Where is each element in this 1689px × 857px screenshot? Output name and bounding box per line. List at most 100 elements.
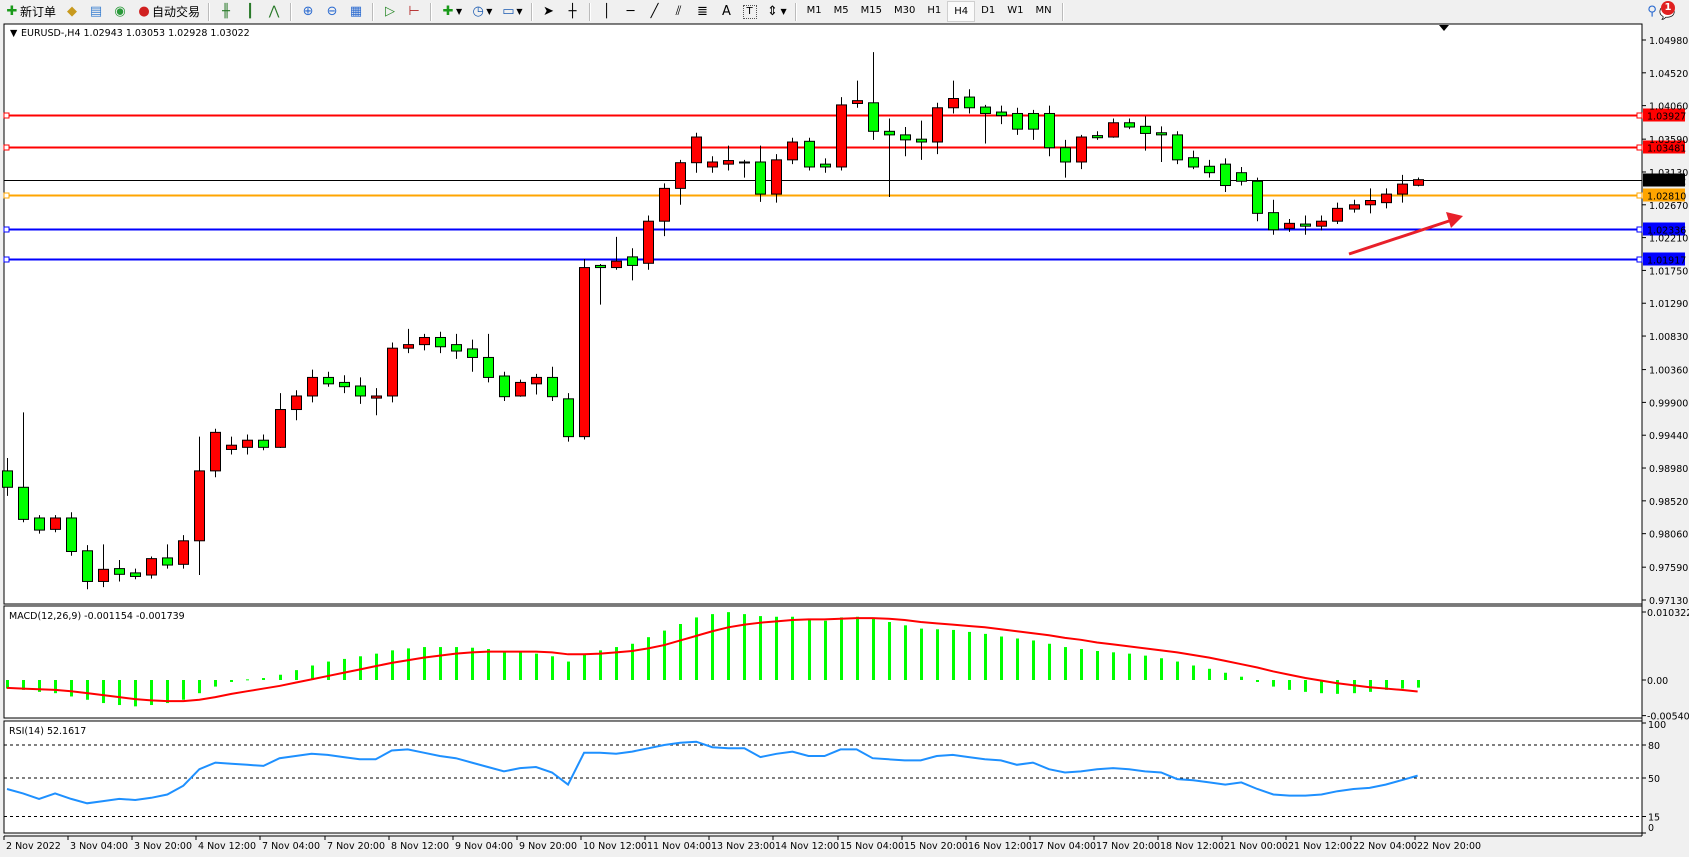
time-tick-label: 18 Nov 12:00 — [1160, 841, 1224, 852]
price-tick-label: 1.04520 — [1649, 69, 1688, 80]
bear-candle-body — [1220, 163, 1231, 187]
bar-chart-button[interactable]: ╫ — [215, 1, 237, 22]
horizontal-line-button[interactable]: ─ — [620, 1, 642, 22]
macd-histogram-bar — [1288, 680, 1291, 690]
candle — [18, 412, 29, 523]
macd-histogram-bar — [359, 656, 362, 680]
zoom-out-button[interactable]: ⊖ — [321, 1, 343, 22]
chart-shift-marker[interactable] — [1439, 25, 1449, 31]
macd-histogram-bar — [262, 678, 265, 680]
timeframe-d1[interactable]: D1 — [981, 5, 996, 16]
crosshair-button[interactable]: ┼ — [562, 1, 584, 22]
candle — [531, 373, 542, 395]
search-button[interactable]: ⚲ — [1641, 1, 1663, 22]
candle — [1220, 158, 1231, 192]
periods-button[interactable]: ◷ ▼ — [467, 1, 495, 22]
market-watch-button[interactable]: ▤ — [85, 1, 107, 22]
macd-histogram-bar — [647, 637, 650, 680]
macd-histogram-bar — [1192, 665, 1195, 680]
equidistant-channel-button[interactable]: ⫽ — [668, 1, 690, 22]
bear-candle-body — [1204, 165, 1215, 174]
macd-histogram-bar — [1032, 640, 1035, 680]
macd-histogram-bar — [439, 647, 442, 680]
candlestick-button[interactable]: ┃ — [239, 1, 261, 22]
zoom-in-icon: ⊕ — [302, 3, 314, 19]
text-label-button[interactable]: T — [740, 1, 760, 22]
macd-histogram-bar — [727, 612, 730, 680]
cursor-button[interactable]: ➤ — [538, 1, 560, 22]
bull-candle-body — [1349, 204, 1360, 210]
bear-candle-body — [1252, 180, 1263, 214]
candle — [1381, 188, 1392, 209]
toolbar-separator — [1061, 2, 1064, 21]
macd-histogram-bar — [1417, 680, 1420, 688]
bull-candle-body — [419, 336, 430, 346]
candle — [419, 333, 430, 351]
toolbar-separator — [372, 2, 375, 21]
chart-shift-button[interactable]: ⊢ — [403, 1, 425, 22]
bull-candle-body — [611, 260, 622, 269]
price-tick-label: 1.03130 — [1649, 168, 1688, 179]
timeframe-m5[interactable]: M5 — [833, 5, 849, 16]
notification-button[interactable]: 💬 1 — [1659, 1, 1681, 23]
market-watch-icon: ▤ — [89, 3, 103, 19]
macd-histogram-bar — [695, 617, 698, 680]
macd-histogram-bar — [102, 680, 105, 704]
auto-scroll-button[interactable]: ▷ — [379, 1, 401, 22]
timeframe-m30[interactable]: M30 — [894, 5, 916, 16]
bear-candle-body — [162, 557, 173, 566]
candle — [34, 515, 45, 534]
timeframe-h1[interactable]: H1 — [927, 5, 942, 16]
bull-candle-body — [146, 558, 157, 576]
tile-windows-button[interactable]: ▦ — [345, 1, 367, 22]
indicators-button[interactable]: ✚ ▼ — [437, 1, 465, 22]
bull-candle-body — [50, 517, 61, 530]
price-label-resistance: 1.03481 — [1647, 144, 1686, 155]
timeframe-h4[interactable]: H4 — [947, 1, 976, 22]
macd-histogram-bar — [1112, 652, 1115, 680]
candle — [627, 248, 638, 281]
trendline-button[interactable]: ╱ — [644, 1, 666, 22]
templates-button[interactable]: ▭ ▼ — [502, 3, 523, 19]
macd-histogram-bar — [679, 624, 682, 680]
strategy-tester-button[interactable]: ◆ — [61, 1, 83, 22]
bear-candle-body — [627, 256, 638, 266]
signals-button[interactable]: ◉ — [109, 1, 131, 22]
vertical-line-button[interactable]: │ — [596, 1, 618, 22]
timeframe-m15[interactable]: M15 — [860, 5, 883, 16]
zoom-in-button[interactable]: ⊕ — [297, 1, 319, 22]
tile-windows-icon: ▦ — [349, 3, 363, 19]
macd-histogram-bar — [1320, 680, 1323, 694]
auto-trading-button[interactable]: ● 自动交易 — [133, 1, 203, 22]
line-handle — [3, 112, 10, 119]
new-order-label: 新订单 — [20, 5, 57, 19]
time-tick-label: 7 Nov 20:00 — [327, 841, 385, 852]
time-tick-label: 17 Nov 04:00 — [1032, 841, 1096, 852]
price-tick-label: 1.01750 — [1649, 266, 1688, 277]
bull-candle-body — [210, 431, 221, 472]
timeframe-m1[interactable]: M1 — [806, 5, 822, 16]
annotation-arrow-line — [1348, 218, 1453, 256]
line-chart-button[interactable]: ⋀ — [263, 1, 285, 22]
candle — [948, 80, 959, 114]
new-order-button[interactable]: ✚ 新订单 — [1, 1, 59, 22]
macd-histogram-bar — [599, 650, 602, 680]
fibonacci-button[interactable]: ≣ — [692, 1, 714, 22]
candle — [1284, 219, 1295, 232]
bear-candle-body — [1140, 125, 1151, 134]
timeframe-w1[interactable]: W1 — [1007, 5, 1024, 16]
bear-candle-body — [1012, 112, 1023, 130]
time-tick-label: 9 Nov 20:00 — [519, 841, 577, 852]
chart-header-triangle[interactable]: ▼ — [10, 28, 18, 39]
bear-candle-body — [114, 568, 125, 575]
text-button[interactable]: A — [716, 1, 738, 22]
macd-histogram-bar — [1369, 680, 1372, 692]
bear-candle-body — [499, 375, 510, 398]
timeframe-mn[interactable]: MN — [1035, 5, 1052, 16]
macd-histogram-bar — [6, 680, 9, 689]
time-tick-label: 2 Nov 2022 — [6, 841, 61, 852]
bear-candle-body — [900, 134, 911, 141]
candle — [1252, 177, 1263, 222]
arrows-button[interactable]: ⇕ ▼ — [762, 1, 790, 22]
